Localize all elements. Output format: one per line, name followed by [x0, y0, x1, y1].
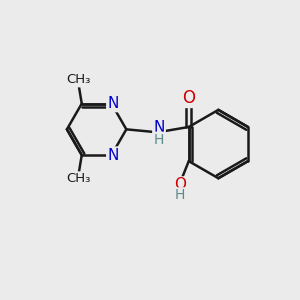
- Text: O: O: [174, 177, 186, 192]
- Text: N: N: [107, 96, 119, 111]
- Text: O: O: [182, 89, 195, 107]
- Text: CH₃: CH₃: [67, 172, 91, 185]
- Text: H: H: [175, 188, 185, 202]
- Text: CH₃: CH₃: [67, 73, 91, 86]
- Text: N: N: [153, 120, 165, 135]
- Text: N: N: [107, 148, 119, 163]
- Text: H: H: [154, 133, 164, 147]
